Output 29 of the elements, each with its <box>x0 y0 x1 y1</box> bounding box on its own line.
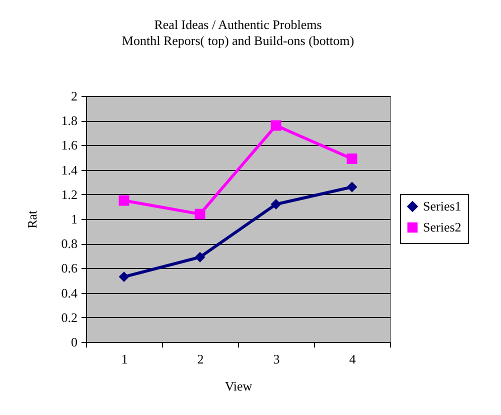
legend-label: Series2 <box>423 220 462 234</box>
chart-title: Real Ideas / Authentic Problems <box>154 17 322 32</box>
point <box>194 252 206 262</box>
y-tick-label: 1.6 <box>61 138 78 153</box>
y-tick-label: 0 <box>71 334 78 350</box>
point <box>118 272 130 282</box>
y-tick-label: 1.4 <box>61 162 78 178</box>
legend-label: Series1 <box>423 198 462 214</box>
chart-subtitle: Monthl Repors( top) and Build-ons (bottom) <box>122 33 354 48</box>
y-axis-title: Rat <box>24 210 40 229</box>
y-tick-label: 0.8 <box>61 236 78 252</box>
point <box>270 120 282 131</box>
y-tick-label: 0.2 <box>61 310 78 325</box>
point <box>194 208 206 220</box>
y-tick-label: 2 <box>71 88 78 104</box>
x-tick-label: 2 <box>197 352 204 366</box>
point <box>346 182 358 192</box>
y-tick-label: 1.8 <box>61 113 78 128</box>
y-tick-label: 0.4 <box>61 285 78 300</box>
x-tick-label: 3 <box>273 352 280 366</box>
x-axis-title: View <box>224 378 253 394</box>
x-tick-label: 1 <box>121 352 128 366</box>
y-tick-label: 1.2 <box>61 186 78 202</box>
point <box>270 198 282 210</box>
point <box>346 153 358 164</box>
x-tick-label: 4 <box>349 352 356 366</box>
point <box>118 195 130 206</box>
y-tick-label: 1 <box>71 212 78 226</box>
y-tick-label: 0.6 <box>61 260 78 276</box>
